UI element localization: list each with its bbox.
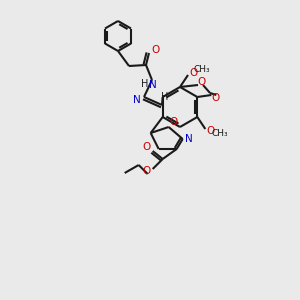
Text: O: O [142, 142, 151, 152]
Text: H: H [141, 79, 149, 89]
Text: O: O [206, 126, 214, 136]
Text: O: O [211, 93, 219, 103]
Text: H: H [161, 92, 169, 102]
Text: O: O [169, 117, 178, 127]
Text: O: O [189, 68, 197, 78]
Text: CH₃: CH₃ [194, 65, 210, 74]
Text: O: O [151, 45, 159, 55]
Text: N: N [149, 80, 157, 90]
Text: N: N [133, 95, 141, 105]
Text: CH₃: CH₃ [211, 130, 228, 139]
Text: N: N [185, 134, 193, 144]
Text: O: O [198, 77, 206, 87]
Text: O: O [142, 166, 151, 176]
